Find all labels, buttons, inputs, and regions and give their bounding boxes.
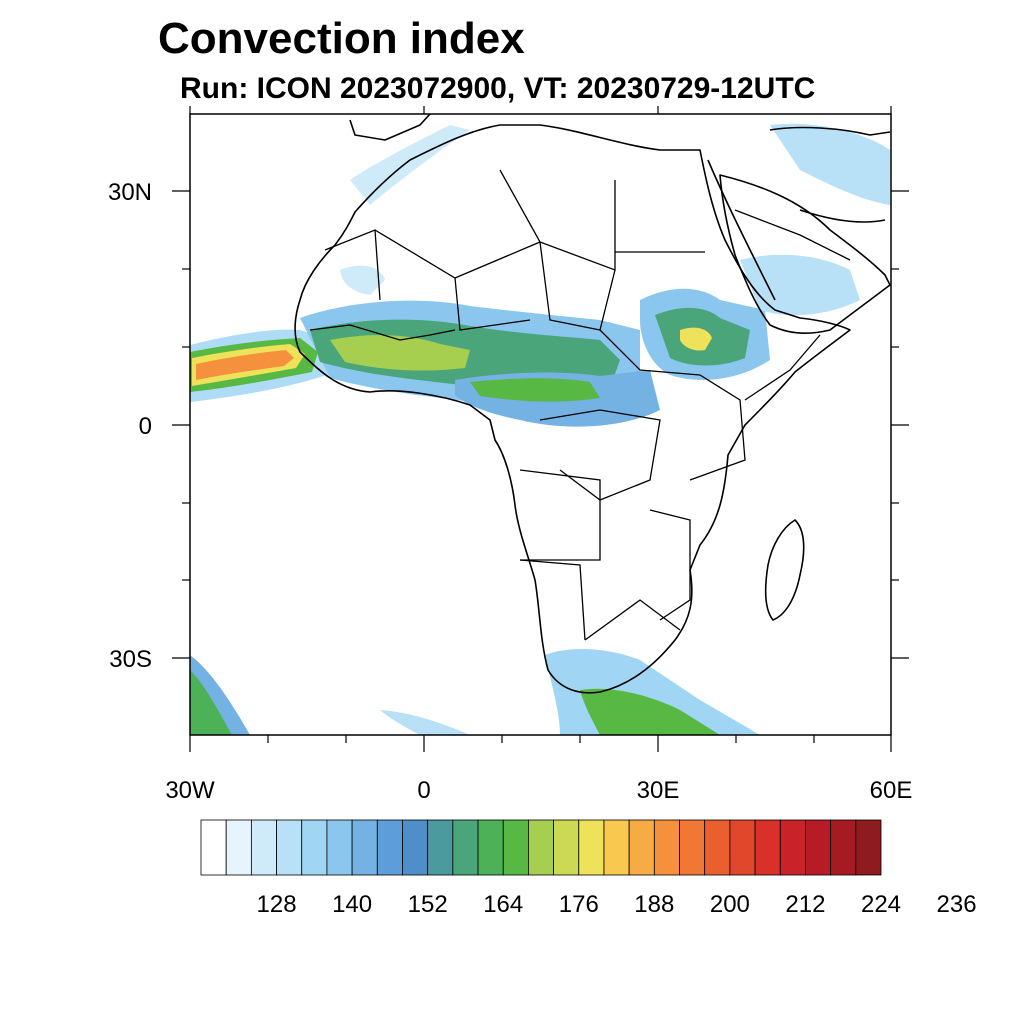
colorbar-tick-label: 236 — [937, 891, 977, 918]
colorbar-box — [653, 819, 680, 876]
colorbar-box — [553, 819, 580, 876]
colorbar-box — [830, 819, 857, 876]
coastline-madagascar — [764, 519, 805, 621]
colorbar-tick-label: 128 — [257, 891, 297, 918]
lat-label-30s: 30S — [109, 646, 152, 673]
lon-label-30w: 30W — [165, 777, 215, 804]
convection-arabia — [740, 254, 860, 316]
colorbar-box — [477, 819, 504, 876]
lon-label-60e: 60E — [870, 777, 913, 804]
colorbar-tick-label: 212 — [785, 891, 825, 918]
lon-label-0: 0 — [417, 777, 430, 804]
colorbar-tick-labels: 128 140 152 164 176 188 200 212 224 236 — [257, 891, 977, 918]
border-sudan-southsudan — [599, 329, 701, 376]
colorbar-box — [225, 819, 252, 876]
colorbar-box — [326, 819, 353, 876]
coastline-iberia — [349, 114, 431, 141]
country-borders — [309, 169, 851, 641]
border-south-africa — [584, 599, 681, 641]
colorbar-tick-label: 188 — [634, 891, 674, 918]
border-west-africa — [309, 324, 456, 341]
chart-subtitle: Run: ICON 2023072900, VT: 20230729-12UTC — [180, 72, 816, 105]
colorbar-box — [679, 819, 706, 876]
colorbar-box — [779, 819, 806, 876]
map-plot-area — [190, 114, 891, 735]
convection-south-africa-core — [580, 688, 720, 735]
colorbar-tick-label: 140 — [332, 891, 372, 918]
convection-morocco — [340, 265, 385, 295]
colorbar-box — [376, 819, 403, 876]
lat-label-30n: 30N — [108, 179, 152, 206]
colorbar-tick-label: 176 — [559, 891, 599, 918]
colorbar-tick-label: 224 — [861, 891, 901, 918]
colorbar-box — [628, 819, 655, 876]
colorbar-box — [250, 819, 277, 876]
convection-atlantic-plume-hot — [196, 350, 294, 380]
coastline-persian-gulf — [799, 209, 886, 223]
colorbar-box — [704, 819, 731, 876]
border-east-africa — [689, 374, 746, 481]
border-mozambique — [649, 509, 691, 621]
coastline-arabia — [719, 174, 891, 335]
coastlines — [294, 114, 891, 694]
convection-central-africa-core — [470, 378, 600, 402]
convection-sahel-band-core — [330, 335, 470, 371]
lon-label-30e: 30E — [637, 777, 680, 804]
colorbar-box — [578, 819, 605, 876]
colorbar-box — [603, 819, 630, 876]
colorbar-box — [855, 819, 882, 876]
colorbar-box — [276, 819, 303, 876]
colorbar-box — [754, 819, 781, 876]
convection-iran — [770, 123, 890, 205]
colorbar-tick-label: 164 — [483, 891, 523, 918]
colorbar-box — [351, 819, 378, 876]
colorbar-box — [402, 819, 429, 876]
border-drc — [539, 409, 661, 501]
colorbar-box — [427, 819, 454, 876]
colorbar-box — [301, 819, 328, 876]
colorbar-box — [452, 819, 479, 876]
colorbar-box — [502, 819, 529, 876]
colorbar-tick-label: 152 — [408, 891, 448, 918]
convection-south-atlantic-sw-core — [190, 670, 232, 735]
coastline-africa — [294, 124, 851, 694]
colorbar-boxes — [200, 819, 882, 876]
border-somalia — [744, 334, 821, 401]
convection-ethiopia-hot — [680, 327, 712, 351]
border-namibia-botswana — [519, 559, 586, 641]
coastline-turkey — [769, 126, 891, 136]
border-mauritania — [324, 229, 381, 301]
chart-title: Convection index — [158, 14, 525, 63]
convection-south-atlantic-streak — [380, 710, 470, 735]
colorbar-box — [200, 819, 227, 876]
border-chad — [539, 241, 616, 331]
axis-ticks — [172, 106, 909, 752]
coastline-red-sea — [707, 159, 776, 301]
lat-label-0: 0 — [139, 413, 152, 440]
border-libya — [499, 169, 616, 271]
convection-field — [190, 123, 890, 735]
colorbar-box — [805, 819, 832, 876]
colorbar-tick-label: 200 — [710, 891, 750, 918]
colorbar-box — [528, 819, 554, 876]
border-niger-nigeria — [454, 277, 531, 331]
colorbar-box — [729, 819, 756, 876]
border-angola-zambia — [519, 469, 601, 561]
border-saudi — [734, 209, 851, 261]
